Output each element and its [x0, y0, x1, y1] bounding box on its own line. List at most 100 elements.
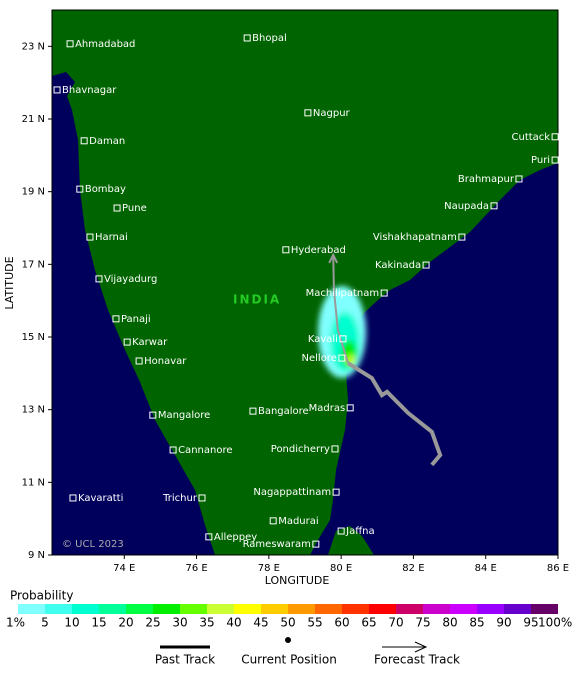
city-label: Cannanore: [178, 445, 232, 456]
city-label: Madras: [309, 403, 346, 414]
city-label: Nagpur: [313, 108, 351, 119]
city-label: Hyderabad: [291, 245, 346, 256]
city-label: Vijayadurg: [104, 274, 157, 285]
colorbar-label: 30: [172, 616, 187, 630]
colorbar-label: 65: [361, 616, 376, 630]
city-marker: [339, 335, 347, 343]
colorbar-cell: [180, 604, 207, 614]
city-label: Karwar: [132, 337, 168, 348]
colorbar-label: 85: [469, 616, 484, 630]
colorbar-label: 1%: [6, 616, 25, 630]
city-marker: [338, 354, 346, 362]
city-label: Madurai: [278, 516, 318, 527]
past-track: [346, 361, 443, 467]
colorbar-cell: [504, 604, 531, 614]
city-label: Jaffna: [345, 526, 374, 537]
city-label: Rameswaram: [243, 539, 311, 550]
colorbar-cell: [261, 604, 288, 614]
colorbar-cell: [99, 604, 126, 614]
city-marker: [551, 156, 559, 164]
colorbar-label: 10: [64, 616, 79, 630]
x-tick-label: 82 E: [402, 563, 424, 574]
city-label: Panaji: [121, 314, 151, 325]
city-label: Ahmadabad: [75, 39, 135, 50]
city-marker: [332, 488, 340, 496]
city-marker: [53, 86, 61, 94]
colorbar-label: 90: [496, 616, 511, 630]
legend-label: Past Track: [155, 653, 215, 667]
x-tick-label: 78 E: [258, 563, 280, 574]
colorbar-cell: [342, 604, 369, 614]
y-tick-label: 19 N: [22, 187, 45, 198]
y-tick-label: 9 N: [28, 550, 45, 561]
copyright: © UCL 2023: [62, 539, 124, 550]
y-tick-label: 17 N: [22, 259, 45, 270]
city-label: Kavali: [308, 334, 338, 345]
city-marker: [69, 494, 77, 502]
colorbar-label: 20: [118, 616, 133, 630]
city-marker: [282, 246, 290, 254]
city-label: Honavar: [144, 356, 187, 367]
colorbar-label: 100%: [538, 616, 572, 630]
colorbar-label: 60: [334, 616, 349, 630]
city-marker: [198, 494, 206, 502]
colorbar-cell: [234, 604, 261, 614]
y-tick-label: 23 N: [22, 41, 45, 52]
city-marker: [123, 338, 131, 346]
forecast-track: [332, 254, 349, 364]
city-label: Puri: [531, 155, 550, 166]
colorbar-label: 45: [253, 616, 268, 630]
city-marker: [490, 202, 498, 210]
colorbar-label: 15: [91, 616, 106, 630]
city-label: Harnai: [95, 232, 128, 243]
colorbar-cell: [126, 604, 153, 614]
y-tick-label: 15 N: [22, 332, 45, 343]
city-label: Pondicherry: [271, 444, 330, 455]
colorbar-cell: [477, 604, 504, 614]
colorbar-cell: [18, 604, 45, 614]
city-label: Naupada: [444, 201, 489, 212]
city-label: Nagappattinam: [253, 487, 331, 498]
y-tick-label: 13 N: [22, 405, 45, 416]
colorbar-label: 80: [442, 616, 457, 630]
probability-area: [318, 286, 366, 378]
city-marker: [205, 533, 213, 541]
land: [52, 10, 558, 555]
track-legend: Past Track Current Position Forecast Tra…: [155, 637, 460, 667]
city-marker: [458, 233, 466, 241]
city-label: Kakinada: [375, 260, 421, 271]
arrow-head: [414, 641, 428, 653]
y-tick-label: 21 N: [22, 114, 45, 125]
city-marker: [80, 137, 88, 145]
colorbar-label: 50: [280, 616, 295, 630]
legend-label: Current Position: [241, 653, 337, 667]
city-label: Mangalore: [158, 410, 211, 421]
x-tick-label: 86 E: [547, 563, 569, 574]
city-label: Daman: [89, 136, 125, 147]
y-tick-label: 11 N: [22, 477, 45, 488]
city-marker: [380, 289, 388, 297]
city-label: Vishakhapatnam: [373, 232, 457, 243]
city-marker: [304, 109, 312, 117]
city-label: Pune: [122, 203, 147, 214]
colorbar-label: 55: [307, 616, 322, 630]
city-marker: [551, 133, 559, 141]
colorbar-label: 70: [388, 616, 403, 630]
city-label: Bombay: [85, 184, 126, 195]
colorbar-label: 25: [145, 616, 160, 630]
city-label: Kavaratti: [78, 493, 123, 504]
colorbar-cell: [450, 604, 477, 614]
colorbar-label: 35: [199, 616, 214, 630]
city-marker: [337, 527, 345, 535]
city-marker: [112, 315, 120, 323]
city-marker: [95, 275, 103, 283]
colorbar-cell: [531, 604, 558, 614]
x-tick-label: 84 E: [475, 563, 497, 574]
colorbar-cell: [423, 604, 450, 614]
x-tick-label: 74 E: [113, 563, 135, 574]
city-label: Trichur: [162, 493, 198, 504]
legend-label: Forecast Track: [374, 653, 460, 667]
city-marker: [66, 40, 74, 48]
colorbar-cell: [72, 604, 99, 614]
